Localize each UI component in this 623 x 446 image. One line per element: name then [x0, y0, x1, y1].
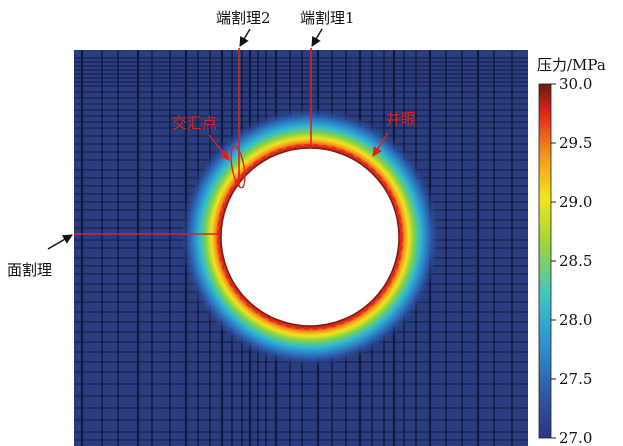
colorbar-tick-label: 28.0	[559, 311, 592, 329]
colorbar	[538, 83, 552, 439]
face-cleat-label: 面割理	[7, 261, 52, 279]
colorbar-tick-label: 27.0	[559, 429, 592, 446]
butt-cleat-2-arrow	[239, 28, 251, 47]
butt-cleat-1-label: 端割理1	[300, 9, 355, 27]
intersection-point-label: 交汇点	[172, 114, 217, 132]
intersection-point-arrow	[208, 134, 230, 161]
colorbar-tick-label: 30.0	[559, 75, 592, 93]
wellbore-label: 井眼	[386, 110, 416, 128]
colorbar-ticks: 30.0 29.5 29.0 28.5 28.0 27.5 27.0	[551, 75, 592, 446]
intersection-ellipse	[230, 145, 246, 189]
colorbar-title: 压力/MPa	[537, 56, 606, 74]
butt-cleat-1-arrow	[311, 28, 323, 47]
face-cleat-arrow	[47, 234, 73, 250]
colorbar-tick-label: 28.5	[559, 252, 592, 270]
wellbore-arrow	[372, 132, 389, 157]
wellbore-hole	[220, 147, 400, 327]
colorbar-tick-label: 29.0	[559, 193, 592, 211]
wellbore-edge-ring	[217, 144, 403, 330]
colorbar-tick-label: 29.5	[559, 134, 592, 152]
butt-cleat-2-label: 端割理2	[216, 9, 271, 27]
colorbar-tick-label: 27.5	[559, 370, 592, 388]
